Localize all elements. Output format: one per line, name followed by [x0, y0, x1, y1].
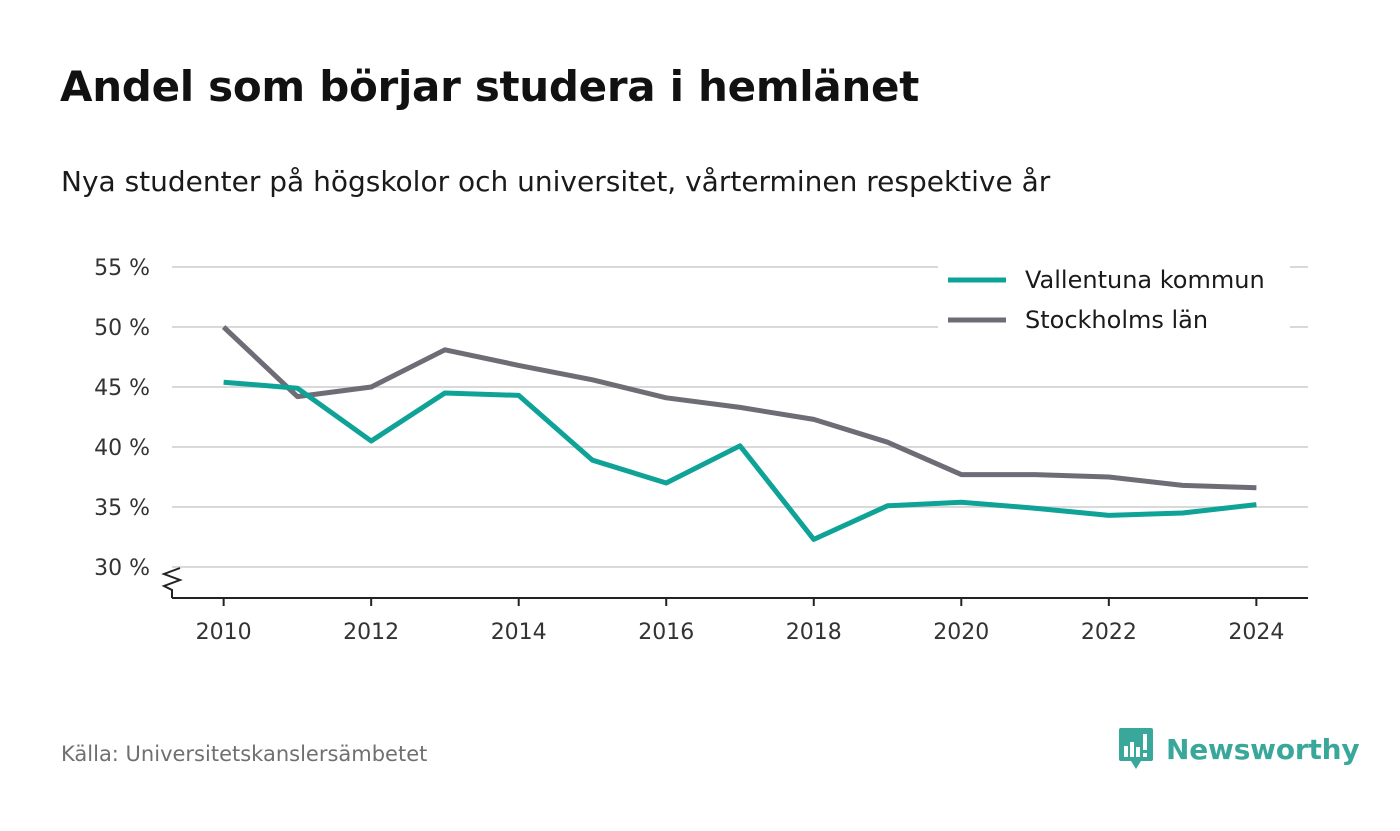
y-tick-label: 50 %	[94, 316, 150, 341]
legend-label: Vallentuna kommun	[1025, 266, 1265, 294]
chart-title: Andel som börjar studera i hemlänet	[60, 62, 919, 111]
y-tick-label: 35 %	[94, 496, 150, 521]
series-lines	[221, 325, 1257, 542]
x-tick-label: 2014	[491, 620, 547, 645]
x-tick-label: 2018	[786, 620, 842, 645]
series-line-vallentuna-kommun	[223, 379, 1257, 542]
series-line-stockholms-l-n	[221, 325, 1257, 491]
legend-label: Stockholms län	[1025, 306, 1208, 334]
x-tick-label: 2022	[1081, 620, 1137, 645]
brand-name: Newsworthy	[1166, 732, 1360, 766]
y-tick-label: 40 %	[94, 436, 150, 461]
y-tick-label: 30 %	[94, 556, 150, 581]
y-axis-break-icon	[161, 567, 183, 598]
x-tick-label: 2010	[196, 620, 252, 645]
y-tick-label: 55 %	[94, 256, 150, 281]
chart-subtitle: Nya studenter på högskolor och universit…	[61, 165, 1051, 198]
brand-logo: Newsworthy	[1118, 727, 1360, 771]
legend: Vallentuna kommun Stockholms län	[938, 262, 1290, 340]
x-tick-label: 2024	[1228, 620, 1284, 645]
x-tick-label: 2012	[343, 620, 399, 645]
x-tick-label: 2016	[638, 620, 694, 645]
source-note: Källa: Universitetskanslersämbetet	[61, 742, 428, 766]
x-tick-label: 2020	[933, 620, 989, 645]
y-tick-label: 45 %	[94, 376, 150, 401]
axes: 30 % 35 % 40 % 45 % 50 % 55 % 2010 2012 2014 2016…	[94, 256, 1308, 645]
newsworthy-logo-icon	[1119, 728, 1153, 769]
legend-background	[938, 262, 1290, 340]
